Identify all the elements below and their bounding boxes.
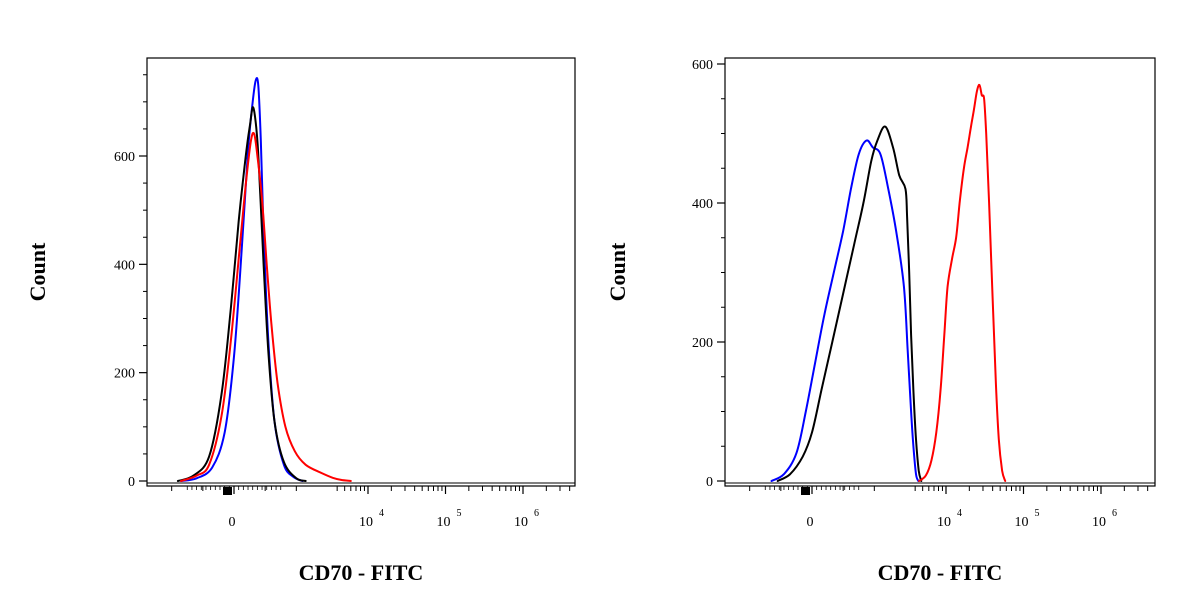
y-tick-label: 600 [692, 58, 713, 73]
x-tick-label: 10 [359, 515, 373, 530]
series-line-1 [176, 106, 307, 482]
y-tick-label: 0 [706, 475, 713, 490]
y-axis-title: Count [25, 242, 50, 301]
x-tick-exponent: 5 [457, 508, 462, 519]
x-tick-exponent: 4 [379, 508, 384, 519]
x-axis-title: CD70 - FITC [878, 560, 1003, 585]
x-tick-label: 10 [1015, 515, 1029, 530]
y-tick-label: 400 [692, 197, 713, 212]
x-axis-title: CD70 - FITC [299, 560, 424, 585]
x-tick-label: 0 [229, 515, 236, 530]
zero-marker [223, 487, 232, 495]
x-tick-exponent: 5 [1035, 508, 1040, 519]
y-tick-label: 200 [692, 336, 713, 351]
series-line-2 [918, 83, 1007, 482]
y-axis-title: Count [605, 242, 630, 301]
series-line-0 [770, 139, 920, 482]
x-tick-exponent: 4 [957, 508, 962, 519]
series-line-1 [776, 125, 923, 482]
x-tick-label: 0 [807, 515, 814, 530]
series-line-2 [180, 131, 352, 482]
zero-marker [801, 487, 810, 495]
histogram-panel-left: 0 200 400 600 0 10 4 10 5 10 6 Count CD70 - FITC [25, 57, 576, 585]
y-tick-label: 0 [128, 475, 135, 490]
histogram-panel-right: 0 200 400 600 0 10 4 10 5 10 6 Count CD70 - FITC [605, 57, 1156, 585]
x-tick-exponent: 6 [534, 508, 539, 519]
y-tick-label: 600 [114, 150, 135, 165]
x-tick-exponent: 6 [1112, 508, 1117, 519]
x-tick-label: 10 [937, 515, 951, 530]
x-tick-label: 10 [1092, 515, 1106, 530]
x-tick-label: 10 [437, 515, 451, 530]
x-tick-label: 10 [514, 515, 528, 530]
y-tick-label: 200 [114, 367, 135, 382]
plot-frame [146, 57, 576, 487]
plot-frame [724, 57, 1156, 487]
y-tick-label: 400 [114, 258, 135, 273]
